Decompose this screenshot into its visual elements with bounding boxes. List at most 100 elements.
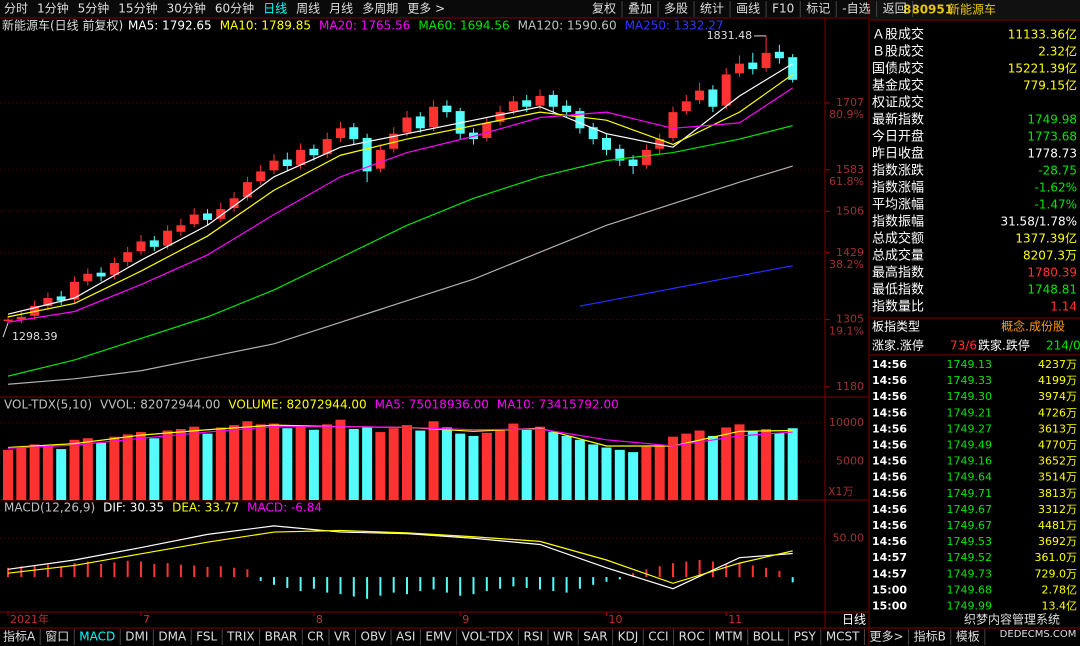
volume-bar <box>455 433 466 500</box>
volume-bar <box>481 432 492 500</box>
y-tick-label: 1707 <box>836 96 864 109</box>
volume-bar <box>415 430 426 500</box>
indicator-tab[interactable]: OBV <box>361 630 387 644</box>
date-label: 8 <box>316 613 323 626</box>
indicator-tab[interactable]: TRIX <box>226 630 254 644</box>
period-tab[interactable]: 15分钟 <box>118 1 157 16</box>
indicator-tab[interactable]: MACD <box>79 630 115 644</box>
period-tab[interactable]: 月线 <box>329 2 353 16</box>
indicator-tab[interactable]: FSL <box>196 630 217 644</box>
indicator-tab[interactable]: RSI <box>524 630 544 644</box>
indicator-tab[interactable]: 指标B <box>914 629 946 644</box>
ma-label: MA120: 1590.60 <box>518 19 617 33</box>
stat-label: 指数涨跌 <box>872 163 924 179</box>
indicator-tab[interactable]: DMI <box>125 630 148 644</box>
volume-bar <box>468 435 479 500</box>
period-tab[interactable]: 日线 <box>263 2 287 16</box>
panel-type-value: 概念.成份股 <box>1001 319 1065 334</box>
trade-volume: 4237万 <box>1038 358 1077 371</box>
indicator-tab[interactable]: MTM <box>715 630 743 644</box>
tool-button[interactable]: F10 <box>772 2 794 16</box>
trade-price: 1749.53 <box>947 535 993 548</box>
indicator-tab[interactable]: ASI <box>396 630 415 644</box>
ma-line <box>7 73 794 318</box>
volume-bar <box>561 435 572 500</box>
stat-value: 1377.39亿 <box>1015 231 1077 246</box>
indicator-tab[interactable]: BRAR <box>265 630 298 644</box>
volume-bar <box>548 432 559 500</box>
tool-button[interactable]: 复权 <box>592 2 616 16</box>
indicator-tab[interactable]: 模板 <box>956 630 980 644</box>
trade-volume: 3652万 <box>1038 455 1077 468</box>
indicator-tab[interactable]: BOLL <box>753 630 784 644</box>
volume-bar <box>335 419 346 500</box>
candle-body <box>615 148 625 161</box>
candle-body <box>588 127 598 140</box>
period-tab[interactable]: 更多 > <box>407 2 445 16</box>
volume-bar <box>269 423 279 500</box>
down-value: 214/0 <box>1046 339 1080 353</box>
candle-body <box>242 182 252 198</box>
tool-button[interactable]: -自选 <box>842 2 870 16</box>
tool-button[interactable]: 统计 <box>700 2 724 16</box>
trade-volume: 3514万 <box>1038 471 1077 484</box>
stat-label: 总成交额 <box>872 231 924 247</box>
indicator-tab[interactable]: 窗口 <box>45 630 69 644</box>
period-tab[interactable]: 60分钟 <box>215 1 254 16</box>
tool-button[interactable]: 画线 <box>736 2 760 16</box>
indicator-tab[interactable]: EMV <box>425 630 452 644</box>
indicator-tab[interactable]: SAR <box>583 630 607 644</box>
trade-time: 14:56 <box>872 471 907 484</box>
trade-volume: 13.4亿 <box>1042 600 1078 613</box>
candle-body <box>442 105 452 113</box>
period-tab[interactable]: 分时 <box>4 2 28 16</box>
indicator-tab[interactable]: MCST <box>826 630 860 644</box>
candle-body <box>721 74 731 106</box>
candle-body <box>548 94 558 107</box>
trade-volume: 4770万 <box>1038 439 1077 452</box>
candle-body <box>309 148 319 156</box>
volume-header: MA10: 73415792.00 <box>497 398 619 412</box>
period-tab[interactable]: 1分钟 <box>37 1 69 16</box>
volume-bar <box>641 446 652 500</box>
period-tab[interactable]: 多周期 <box>362 2 398 16</box>
candle-body <box>336 128 345 138</box>
trade-time: 14:56 <box>872 455 907 468</box>
low-annotation: 1298.39 <box>12 330 58 343</box>
trade-price: 1749.71 <box>947 487 993 500</box>
panel-type-label: 板指类型 <box>872 319 920 334</box>
candle-body <box>482 122 492 138</box>
indicator-tab[interactable]: CR <box>307 630 324 644</box>
stat-label: 指数量比 <box>872 300 924 315</box>
period-tab[interactable]: 周线 <box>296 2 320 16</box>
trade-volume: 3692万 <box>1038 535 1077 548</box>
y-tick-label: 1429 <box>836 246 864 259</box>
stat-value: 2.32亿 <box>1038 44 1077 59</box>
y-tick-label: 1506 <box>836 204 864 217</box>
trade-price: 1749.52 <box>947 551 993 564</box>
date-label: 10 <box>609 613 623 626</box>
indicator-tab[interactable]: ROC <box>679 630 705 644</box>
period-tab[interactable]: 30分钟 <box>167 1 206 16</box>
tool-button[interactable]: 多股 <box>664 2 688 16</box>
indicator-tab[interactable]: 指标A <box>3 629 36 644</box>
indicator-tab[interactable]: DMA <box>158 630 187 644</box>
indicator-tab[interactable]: PSY <box>794 630 817 644</box>
panel-name: 新能源车 <box>948 2 996 17</box>
date-label: 11 <box>728 613 742 626</box>
period-tab[interactable]: 5分钟 <box>78 1 110 16</box>
indicator-tab[interactable]: VR <box>334 630 351 644</box>
tool-button[interactable]: 叠加 <box>628 2 652 16</box>
y-tick-label: 50.00 <box>833 531 865 544</box>
stat-label: 最低指数 <box>872 283 924 298</box>
indicator-tab[interactable]: CCI <box>648 630 668 644</box>
volume-bar <box>707 435 718 500</box>
indicator-tab[interactable]: KDJ <box>618 630 639 644</box>
tool-button[interactable]: 返回 <box>883 2 907 16</box>
volume-bar <box>508 423 519 500</box>
indicator-tab[interactable]: WR <box>553 630 573 644</box>
indicator-tab[interactable]: VOL-TDX <box>462 630 514 644</box>
indicator-tab[interactable]: 更多> <box>870 630 904 644</box>
trade-time: 14:56 <box>872 519 907 532</box>
tool-button[interactable]: 标记 <box>806 2 830 16</box>
